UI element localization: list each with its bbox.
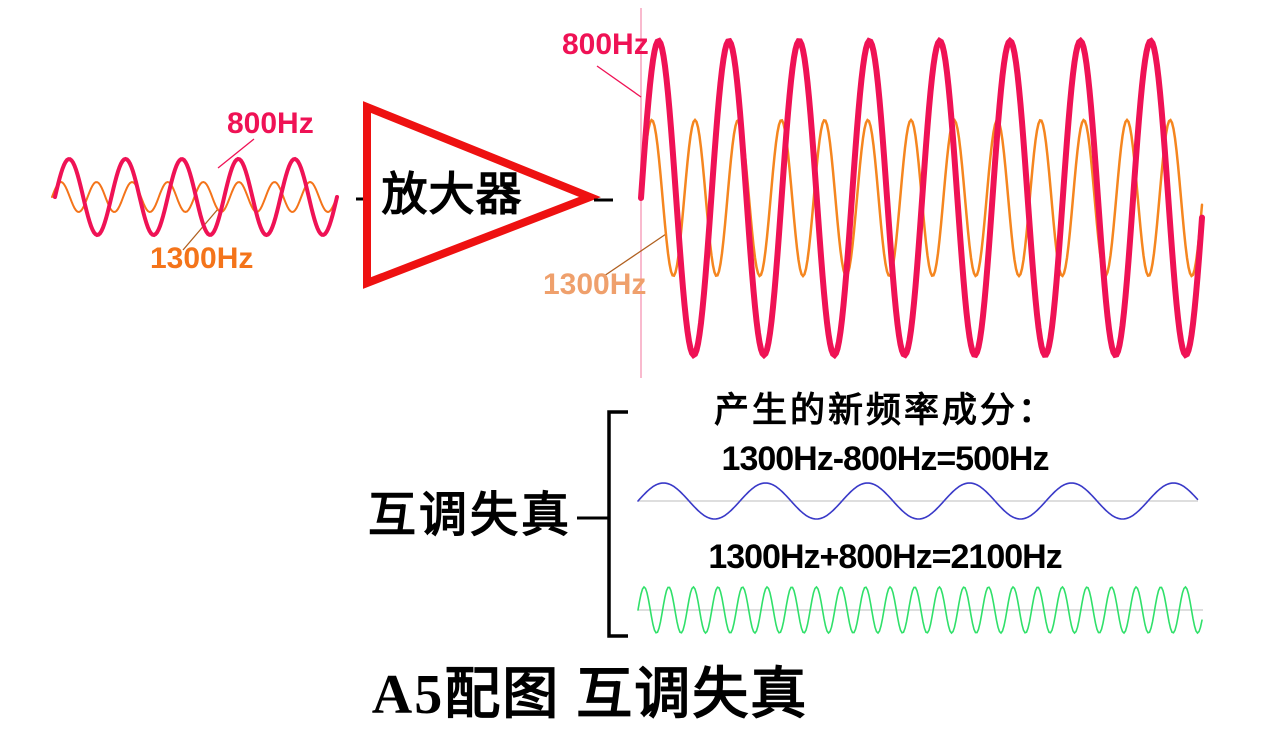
output-1300hz-label: 1300Hz	[543, 268, 647, 301]
imd-heading: 产生的新频率成分：	[713, 391, 1056, 430]
imd-bracket	[607, 410, 628, 638]
output-800hz-leader-line	[596, 65, 642, 98]
input-800hz-label: 800Hz	[227, 107, 314, 140]
output-wave-800hz	[638, 36, 1205, 360]
output-1300hz-leader-line	[603, 233, 667, 277]
input-1300hz-label: 1300Hz	[150, 242, 254, 275]
amplifier-triangle	[363, 101, 601, 289]
output-800hz-label: 800Hz	[562, 28, 649, 61]
figure-caption: A5配图 互调失真	[371, 664, 809, 726]
imd-sum-equation: 1300Hz+800Hz=2100Hz	[708, 538, 1062, 576]
imd-title: 互调失真	[368, 489, 573, 542]
input-1300hz-leader-line	[182, 208, 219, 251]
input-wave-800hz	[53, 156, 339, 238]
imd-wave-2100hz	[637, 585, 1203, 635]
imd-difference-equation: 1300Hz-800Hz=500Hz	[721, 440, 1050, 478]
imd-wave-500hz	[637, 482, 1199, 520]
amplifier-label: 放大器	[381, 169, 523, 220]
input-800hz-leader-line	[217, 138, 255, 169]
